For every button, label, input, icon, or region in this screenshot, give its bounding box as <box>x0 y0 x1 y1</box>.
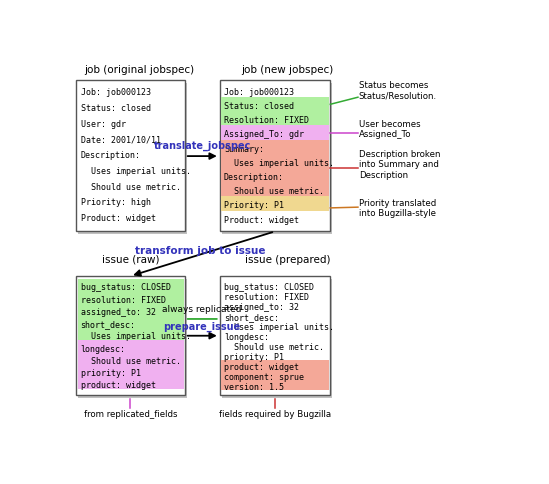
Text: issue (prepared): issue (prepared) <box>245 255 330 265</box>
FancyBboxPatch shape <box>221 125 329 140</box>
Text: product: widget: product: widget <box>224 363 299 372</box>
FancyBboxPatch shape <box>221 97 329 125</box>
Text: assigned_to: 32: assigned_to: 32 <box>224 303 299 312</box>
FancyBboxPatch shape <box>76 80 185 231</box>
FancyBboxPatch shape <box>222 279 333 398</box>
FancyBboxPatch shape <box>77 340 183 389</box>
Text: product: widget: product: widget <box>81 381 155 390</box>
Text: short_desc:: short_desc: <box>224 313 279 322</box>
Text: Status: closed: Status: closed <box>224 102 294 111</box>
Text: Priority: P1: Priority: P1 <box>224 201 284 211</box>
Text: Description:: Description: <box>224 173 284 182</box>
Text: longdesc:: longdesc: <box>81 345 126 354</box>
Text: issue (raw): issue (raw) <box>102 255 159 265</box>
Text: from replicated_fields: from replicated_fields <box>83 410 177 419</box>
Text: priority: P1: priority: P1 <box>224 353 284 362</box>
Text: translate_jobspec: translate_jobspec <box>154 141 251 151</box>
Text: Uses imperial units.: Uses imperial units. <box>224 159 334 168</box>
Text: Should use metric.: Should use metric. <box>224 187 324 196</box>
FancyBboxPatch shape <box>220 276 330 395</box>
Text: Product: widget: Product: widget <box>224 215 299 225</box>
Text: short_desc:: short_desc: <box>81 320 136 329</box>
Text: Should use metric.: Should use metric. <box>81 182 181 192</box>
Text: component: sprue: component: sprue <box>224 373 304 382</box>
Text: Assigned_To: gdr: Assigned_To: gdr <box>224 130 304 139</box>
Text: Uses imperial units.: Uses imperial units. <box>81 167 191 176</box>
Text: Should use metric.: Should use metric. <box>224 343 324 352</box>
Text: longdesc:: longdesc: <box>224 333 269 342</box>
FancyBboxPatch shape <box>221 197 329 211</box>
Text: User: gdr: User: gdr <box>81 120 126 129</box>
Text: Status: closed: Status: closed <box>81 104 150 113</box>
Text: Product: widget: Product: widget <box>81 214 155 223</box>
Text: User becomes
Assigned_To: User becomes Assigned_To <box>359 120 421 139</box>
Text: job (original jobspec): job (original jobspec) <box>84 65 194 75</box>
Text: priority: P1: priority: P1 <box>81 369 141 378</box>
Text: assigned_to: 32: assigned_to: 32 <box>81 308 155 317</box>
Text: Uses imperial units.: Uses imperial units. <box>224 323 334 332</box>
FancyBboxPatch shape <box>222 83 333 234</box>
Text: resolution: FIXED: resolution: FIXED <box>81 296 166 304</box>
FancyBboxPatch shape <box>79 83 187 234</box>
Text: Resolution: FIXED: Resolution: FIXED <box>224 116 309 125</box>
FancyBboxPatch shape <box>77 279 183 340</box>
Text: bug_status: CLOSED: bug_status: CLOSED <box>224 283 314 292</box>
Text: fields required by Bugzilla: fields required by Bugzilla <box>219 410 331 419</box>
FancyBboxPatch shape <box>221 360 329 390</box>
Text: Uses imperial units.: Uses imperial units. <box>81 333 191 341</box>
FancyBboxPatch shape <box>79 279 187 398</box>
Text: Priority translated
into Bugzilla-style: Priority translated into Bugzilla-style <box>359 198 436 218</box>
FancyBboxPatch shape <box>221 140 329 197</box>
Text: Status becomes
Status/Resolution.: Status becomes Status/Resolution. <box>359 81 437 101</box>
FancyBboxPatch shape <box>220 80 330 231</box>
Text: Job: job000123: Job: job000123 <box>81 88 150 97</box>
FancyBboxPatch shape <box>76 276 185 395</box>
Text: resolution: FIXED: resolution: FIXED <box>224 293 309 302</box>
Text: Should use metric.: Should use metric. <box>81 357 181 366</box>
Text: always replicated: always replicated <box>163 305 242 315</box>
Text: transform job to issue: transform job to issue <box>135 246 266 256</box>
Text: Priority: high: Priority: high <box>81 198 150 208</box>
Text: Description broken
into Summary and
Description: Description broken into Summary and Desc… <box>359 150 440 180</box>
Text: Summary:: Summary: <box>224 145 264 153</box>
Text: Job: job000123: Job: job000123 <box>224 88 294 97</box>
Text: job (new jobspec): job (new jobspec) <box>242 65 334 75</box>
Text: version: 1.5: version: 1.5 <box>224 383 284 393</box>
Text: Description:: Description: <box>81 151 141 160</box>
Text: bug_status: CLOSED: bug_status: CLOSED <box>81 283 171 292</box>
Text: Date: 2001/10/11: Date: 2001/10/11 <box>81 136 160 144</box>
Text: prepare_issue: prepare_issue <box>164 321 241 332</box>
